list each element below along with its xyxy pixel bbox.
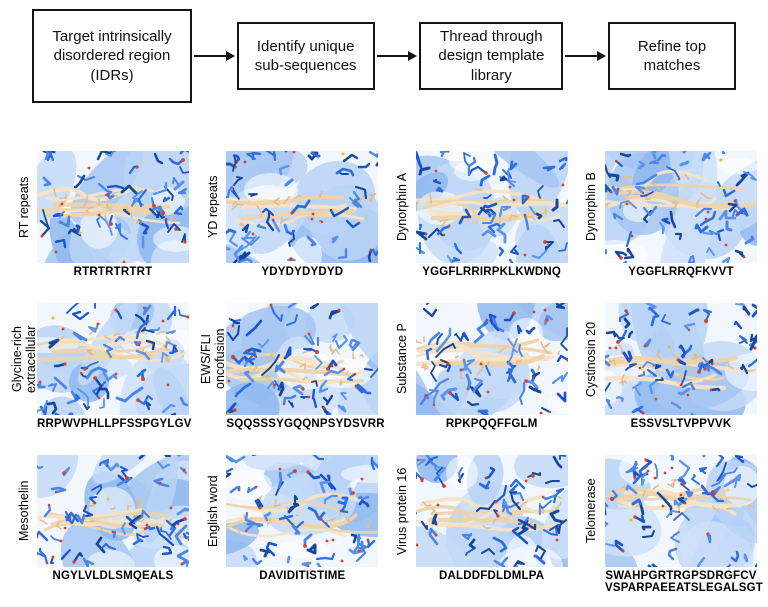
panel-body: YDYDYDYDYD: [226, 151, 379, 278]
protein-structure-image: [604, 455, 757, 567]
panel-sequence: YGGFLRRQFKVVT: [628, 266, 734, 278]
panel-label-wrap: Telomerase: [578, 455, 605, 567]
protein-panel: Virus protein 16 DALDDFDLDMLPA: [389, 455, 569, 594]
panel-label-wrap: Dynorphin A: [389, 151, 416, 263]
protein-panel: RT repeats RTRTRTRTRT: [10, 151, 190, 278]
panel-label-wrap: Dynorphin B: [578, 151, 605, 263]
arrow-line: [565, 54, 598, 58]
panel-body: NGYLVLDLSMQEALS: [37, 455, 189, 582]
protein-structure-image: [226, 303, 379, 415]
panel-grid: RT repeats RTRTRTRTRT YD repeats YDYDYDY…: [8, 151, 763, 594]
panel-sequence: DAVIDITISTIME: [259, 570, 346, 582]
protein-structure-image: [604, 151, 757, 263]
protein-panel: Dynorphin A YGGFLRRIRPKLKWDNQ: [389, 151, 569, 278]
panel-sequence: YGGFLRRIRPKLKWDNQ: [422, 266, 562, 278]
panel-sequence: YDYDYDYDYD: [261, 266, 344, 278]
arrow-right-icon: [376, 51, 418, 61]
protein-panel: Glycine-rich extracellular RRPWVPHLLPFSS…: [9, 303, 192, 430]
arrow-line: [376, 54, 409, 58]
panel-body: RTRTRTRTRT: [37, 151, 189, 278]
panel-sequence: DALDDFDLDMLPA: [439, 570, 545, 582]
panel-body: DALDDFDLDMLPA: [415, 455, 568, 582]
panel-sequence: RRPWVPHLLPFSSPGYLGV: [37, 418, 192, 430]
panel-sequence: NGYLVLDLSMQEALS: [52, 570, 174, 582]
protein-panel: English word DAVIDITISTIME: [199, 455, 379, 594]
protein-structure-image: [415, 455, 568, 567]
panel-body: SWAHPGRTRGPSDRGFCV VSPARPAEEATSLEGALSGT: [604, 455, 763, 594]
protein-panel: EWS/FLI oncofusion SQQSSSYGQQNPSYDSVRR: [198, 303, 385, 430]
workflow-flowchart: Target intrinsically disordered region (…: [8, 7, 760, 105]
panel-label-wrap: Mesothelin: [10, 455, 37, 567]
panel-body: YGGFLRRQFKVVT: [604, 151, 757, 278]
panel-label: Cystinosin 20: [584, 321, 599, 397]
panel-label: Glycine-rich extracellular: [9, 325, 38, 393]
protein-panel: Dynorphin B YGGFLRRQFKVVT: [578, 151, 758, 278]
panel-label: Telomerase: [584, 478, 599, 544]
panel-sequence: SQQSSSYGQQNPSYDSVRR: [226, 418, 385, 430]
arrow-head: [408, 51, 418, 61]
panel-label-wrap: Substance P: [389, 303, 416, 415]
panel-label: Mesothelin: [16, 480, 31, 542]
arrow-head: [597, 51, 607, 61]
protein-structure-image: [226, 455, 379, 567]
flowchart-step-identify-subsequences: Identify unique sub-sequences: [236, 22, 375, 90]
panel-label: Dynorphin B: [584, 172, 599, 242]
panel-body: DAVIDITISTIME: [226, 455, 379, 582]
panel-label-wrap: Glycine-rich extracellular: [9, 303, 38, 415]
protein-structure-image: [604, 303, 757, 415]
protein-panel: YD repeats YDYDYDYDYD: [199, 151, 379, 278]
protein-structure-image: [37, 151, 189, 263]
arrow-right-icon: [565, 51, 607, 61]
panel-label-wrap: Cystinosin 20: [578, 303, 605, 415]
panel-label: English word: [205, 475, 220, 547]
panel-label-wrap: Virus protein 16: [389, 455, 416, 567]
panel-sequence: ESSVSLTVPPVVK: [630, 418, 732, 430]
arrow-line: [194, 54, 226, 58]
flowchart-step-refine-matches: Refine top matches: [608, 22, 737, 90]
protein-structure-image: [37, 455, 189, 567]
panel-label-wrap: YD repeats: [199, 151, 226, 263]
panel-label-wrap: EWS/FLI oncofusion: [198, 303, 227, 415]
protein-structure-image: [415, 151, 568, 263]
protein-panel: Cystinosin 20 ESSVSLTVPPVVK: [578, 303, 758, 430]
flowchart-step-thread-template-library: Thread through design template library: [419, 22, 564, 90]
panel-body: SQQSSSYGQQNPSYDSVRR: [226, 303, 385, 430]
panel-sequence: SWAHPGRTRGPSDRGFCV VSPARPAEEATSLEGALSGT: [604, 570, 763, 594]
panel-sequence: RPKPQQFFGLM: [445, 418, 538, 430]
panel-label-wrap: English word: [199, 455, 226, 567]
arrow-head: [225, 51, 235, 61]
panel-label: EWS/FLI oncofusion: [198, 328, 227, 390]
panel-body: RPKPQQFFGLM: [415, 303, 568, 430]
panel-body: RRPWVPHLLPFSSPGYLGV: [37, 303, 192, 430]
panel-body: ESSVSLTVPPVVK: [604, 303, 757, 430]
panel-label: Virus protein 16: [395, 467, 410, 555]
panel-label-wrap: RT repeats: [10, 151, 37, 263]
panel-body: YGGFLRRIRPKLKWDNQ: [415, 151, 568, 278]
flowchart-step-target-idr: Target intrinsically disordered region (…: [32, 9, 192, 103]
panel-sequence: RTRTRTRTRT: [73, 266, 153, 278]
panel-label: Substance P: [395, 323, 410, 395]
arrow-right-icon: [194, 51, 235, 61]
panel-label: RT repeats: [16, 176, 31, 238]
protein-structure-image: [226, 151, 379, 263]
protein-panel: Telomerase SWAHPGRTRGPSDRGFCV VSPARPAEEA…: [578, 455, 763, 594]
protein-structure-image: [415, 303, 568, 415]
protein-structure-image: [37, 303, 189, 415]
panel-label: YD repeats: [205, 175, 220, 239]
protein-panel: Substance P RPKPQQFFGLM: [389, 303, 569, 430]
protein-panel: Mesothelin NGYLVLDLSMQEALS: [10, 455, 190, 594]
panel-label: Dynorphin A: [395, 172, 410, 242]
